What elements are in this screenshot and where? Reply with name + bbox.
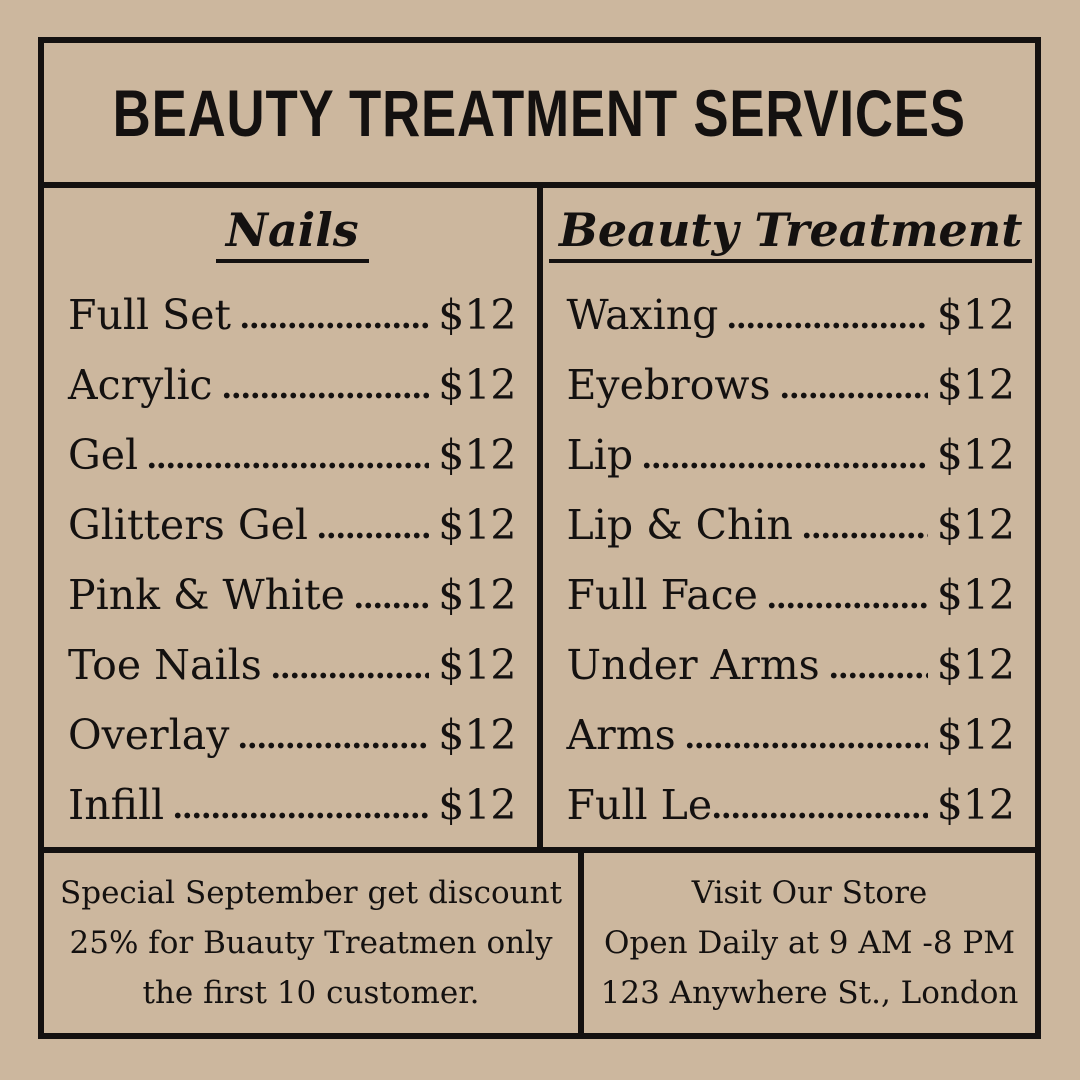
- dot-leader: [801, 532, 928, 539]
- dot-leader: [317, 532, 430, 539]
- service-price: $12: [438, 711, 517, 759]
- service-label: Full Face: [566, 571, 758, 619]
- dot-leader: [270, 672, 430, 679]
- service-label: Acrylic: [68, 361, 213, 409]
- poster-header: BEAUTY TREATMENT SERVICES: [44, 43, 1035, 182]
- column-heading: Beauty Treatment: [549, 205, 1033, 263]
- price-row: Infill $12: [68, 770, 517, 840]
- price-row: Pink & White $12: [68, 560, 517, 630]
- price-row: Waxing $12: [567, 280, 1016, 350]
- price-row: Lip $12: [567, 420, 1016, 490]
- service-label: Gel: [68, 431, 139, 479]
- price-list-poster: BEAUTY TREATMENT SERVICES Nails Full Set $…: [38, 37, 1041, 1039]
- dot-leader: [238, 742, 430, 749]
- footer-vertical-divider: [578, 853, 585, 1033]
- dot-leader: [173, 812, 430, 819]
- divider-under-title: [44, 182, 1035, 188]
- price-row: Gel $12: [68, 420, 517, 490]
- column-heading: Nails: [215, 205, 369, 263]
- service-price: $12: [438, 781, 517, 829]
- store-info-line: Open Daily at 9 AM -8 PM: [604, 925, 1015, 961]
- service-price: $12: [936, 361, 1015, 409]
- column-heading-wrap: Beauty Treatment: [549, 188, 1033, 280]
- price-row: Eyebrows $12: [567, 350, 1016, 420]
- service-label: Overlay: [68, 711, 230, 759]
- service-price: $12: [438, 641, 517, 689]
- promo-note: Special September get discount 25% for Bu…: [44, 853, 578, 1033]
- service-label: Eyebrows: [566, 361, 771, 409]
- dot-leader: [684, 742, 928, 749]
- service-label: Full Le: [566, 781, 713, 829]
- service-price: $12: [936, 501, 1015, 549]
- service-price: $12: [438, 431, 517, 479]
- services-column-nails: Nails Full Set $12 Acrylic $12 Gel $12 Glitters…: [44, 188, 537, 847]
- store-info-line: 123 Anywhere St., London: [600, 975, 1019, 1011]
- dot-leader: [642, 462, 928, 469]
- service-price: $12: [936, 291, 1015, 339]
- vertical-divider: [536, 188, 543, 847]
- service-label: Toe Nails: [68, 641, 262, 689]
- footer-section: Special September get discount 25% for Bu…: [44, 853, 1035, 1033]
- divider-above-footer: [44, 847, 1035, 853]
- service-price: $12: [438, 291, 517, 339]
- service-price: $12: [936, 781, 1015, 829]
- price-row: Full Le $12: [567, 770, 1016, 840]
- dot-leader: [353, 602, 430, 609]
- service-label: Arms: [566, 711, 676, 759]
- promo-line: 25% for Buauty Treatmen only: [69, 925, 553, 961]
- dot-leader: [712, 812, 928, 819]
- service-price: $12: [936, 711, 1015, 759]
- column-heading-wrap: Nails: [68, 188, 517, 280]
- price-row: Toe Nails $12: [68, 630, 517, 700]
- service-label: Lip & Chin: [566, 501, 793, 549]
- service-price: $12: [936, 641, 1015, 689]
- dot-leader: [221, 392, 430, 399]
- promo-line: Special September get discount: [60, 875, 563, 911]
- dot-leader: [828, 672, 928, 679]
- service-price: $12: [438, 501, 517, 549]
- price-row: Full Face $12: [567, 560, 1016, 630]
- services-column-beauty-treatment: Beauty Treatment Waxing $12 Eyebrows $12 Lip $…: [543, 188, 1036, 847]
- price-row: Full Set $12: [68, 280, 517, 350]
- promo-line: the first 10 customer.: [142, 975, 480, 1011]
- price-row: Lip & Chin $12: [567, 490, 1016, 560]
- dot-leader: [727, 322, 928, 329]
- services-section: Nails Full Set $12 Acrylic $12 Gel $12 Glitters…: [44, 188, 1035, 847]
- service-label: Infill: [68, 781, 165, 829]
- store-info-line: Visit Our Store: [691, 875, 928, 911]
- service-label: Pink & White: [68, 571, 345, 619]
- service-price: $12: [936, 571, 1015, 619]
- service-label: Under Arms: [566, 641, 820, 689]
- price-row: Glitters Gel $12: [68, 490, 517, 560]
- price-row: Arms $12: [567, 700, 1016, 770]
- dot-leader: [766, 602, 928, 609]
- service-price: $12: [936, 431, 1015, 479]
- service-price: $12: [438, 571, 517, 619]
- service-price: $12: [438, 361, 517, 409]
- service-label: Glitters Gel: [68, 501, 308, 549]
- dot-leader: [147, 462, 430, 469]
- service-label: Lip: [566, 431, 634, 479]
- service-label: Full Set: [68, 291, 231, 339]
- dot-leader: [239, 322, 430, 329]
- price-row: Under Arms $12: [567, 630, 1016, 700]
- store-info: Visit Our Store Open Daily at 9 AM -8 PM 1…: [584, 853, 1035, 1033]
- price-row: Overlay $12: [68, 700, 517, 770]
- price-row: Acrylic $12: [68, 350, 517, 420]
- dot-leader: [779, 392, 928, 399]
- poster-title: BEAUTY TREATMENT SERVICES: [112, 75, 967, 150]
- service-label: Waxing: [566, 291, 719, 339]
